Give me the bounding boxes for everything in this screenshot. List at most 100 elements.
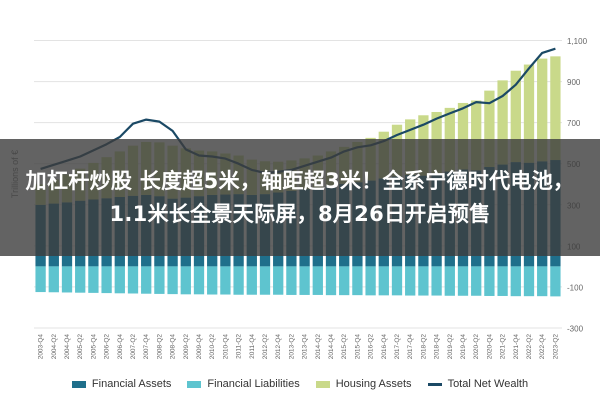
y-tick-label: -100	[567, 283, 584, 292]
bar-financial-liabilities	[497, 266, 508, 296]
bar-financial-liabilities	[220, 266, 231, 295]
bar-financial-liabilities	[193, 266, 205, 295]
bar-housing-assets	[471, 100, 482, 171]
x-tick-label: 2015-Q4	[354, 334, 361, 360]
legend-swatch-financial-assets	[71, 380, 86, 388]
x-tick-label: 2016-Q4	[381, 334, 388, 360]
bar-financial-liabilities	[405, 266, 416, 296]
legend-entry-financial-liabilities: Financial Liabilities	[187, 378, 300, 390]
bar-financial-liabilities	[484, 266, 495, 296]
bar-housing-assets	[550, 56, 561, 161]
bar-financial-liabilities	[101, 266, 112, 294]
x-tick-label: 2004-Q4	[64, 334, 71, 360]
bar-financial-liabilities	[312, 266, 323, 295]
legend-swatch-financial-liabilities	[187, 380, 202, 388]
bar-financial-liabilities	[391, 266, 403, 296]
bar-financial-liabilities	[523, 266, 535, 297]
x-tick-label: 2006-Q2	[104, 334, 111, 360]
bar-financial-liabilities	[299, 266, 310, 295]
x-tick-label: 2010-Q4	[222, 334, 229, 360]
x-tick-label: 2017-Q4	[407, 334, 414, 360]
headline-overlay: 加杠杆炒股 长度超5米，轴距超3米！全系宁德时代电池，1.1米长全景天际屏，8月…	[0, 139, 600, 256]
bar-financial-liabilities	[457, 266, 469, 296]
x-tick-label: 2018-Q2	[420, 334, 427, 360]
legend-swatch-housing-assets	[315, 380, 330, 388]
x-tick-label: 2014-Q4	[328, 334, 335, 360]
bar-financial-liabilities	[75, 266, 86, 293]
bar-housing-assets	[537, 58, 548, 162]
x-tick-label: 2014-Q2	[315, 334, 322, 360]
legend-label-financial-assets: Financial Assets	[91, 378, 172, 390]
x-tick-label: 2007-Q2	[130, 334, 137, 360]
x-tick-label: 2005-Q2	[77, 334, 84, 360]
legend-label-financial-liabilities: Financial Liabilities	[207, 378, 300, 390]
bar-financial-liabilities	[378, 266, 389, 296]
headline-text: 加杠杆炒股 长度超5米，轴距超3米！全系宁德时代电池，1.1米长全景天际屏，8月…	[25, 168, 575, 226]
x-tick-label: 2008-Q2	[156, 334, 163, 360]
x-tick-label: 2019-Q2	[447, 334, 454, 360]
bar-financial-liabilities	[127, 266, 139, 294]
x-tick-label: 2016-Q2	[368, 334, 375, 360]
bar-financial-liabilities	[154, 266, 165, 294]
x-tick-label: 2012-Q4	[275, 334, 282, 360]
bar-housing-assets	[457, 102, 469, 170]
x-tick-label: 2005-Q4	[90, 334, 97, 360]
bar-financial-liabilities	[233, 266, 244, 295]
legend-label-total-net-wealth: Total Net Wealth	[447, 378, 529, 390]
bar-financial-liabilities	[114, 266, 125, 294]
bar-financial-liabilities	[207, 266, 218, 295]
x-tick-label: 2021-Q2	[500, 334, 507, 360]
x-tick-label: 2018-Q4	[434, 334, 441, 360]
bar-financial-liabilities	[141, 266, 152, 294]
x-tick-label: 2012-Q2	[262, 334, 269, 360]
bar-financial-liabilities	[339, 266, 350, 296]
bar-financial-liabilities	[550, 266, 561, 297]
bar-housing-assets	[510, 70, 521, 163]
bar-financial-liabilities	[418, 266, 429, 296]
bar-financial-liabilities	[365, 266, 376, 296]
y-tick-label: 1,100	[567, 37, 588, 46]
bar-financial-liabilities	[61, 266, 73, 293]
bar-financial-liabilities	[180, 266, 191, 295]
x-tick-label: 2013-Q2	[288, 334, 295, 360]
y-tick-label: -300	[567, 325, 584, 334]
x-tick-label: 2021-Q4	[513, 334, 520, 360]
legend-label-housing-assets: Housing Assets	[335, 378, 412, 390]
bar-financial-liabilities	[431, 266, 442, 296]
x-tick-label: 2020-Q2	[473, 334, 480, 360]
x-tick-label: 2007-Q4	[143, 334, 150, 360]
bar-financial-liabilities	[537, 266, 548, 297]
x-tick-label: 2006-Q4	[117, 334, 124, 360]
bar-financial-liabilities	[246, 266, 257, 295]
bar-financial-liabilities	[510, 266, 521, 297]
bar-housing-assets	[497, 80, 508, 165]
chart-legend: Financial Assets Financial Liabilities H…	[0, 372, 600, 396]
x-tick-label: 2003-Q4	[38, 334, 45, 360]
bar-financial-liabilities	[352, 266, 363, 296]
bar-financial-liabilities	[286, 266, 297, 295]
x-tick-label: 2009-Q4	[196, 334, 203, 360]
bar-financial-liabilities	[259, 266, 271, 295]
x-tick-label: 2022-Q4	[539, 334, 546, 360]
bar-financial-liabilities	[273, 266, 284, 295]
legend-entry-housing-assets: Housing Assets	[315, 378, 412, 390]
x-tick-label: 2011-Q4	[249, 334, 256, 359]
x-tick-label: 2017-Q2	[394, 334, 401, 360]
bar-housing-assets	[484, 90, 495, 168]
x-tick-label: 2013-Q4	[302, 334, 309, 360]
x-tick-label: 2011-Q2	[236, 334, 243, 359]
bar-financial-liabilities	[88, 266, 99, 293]
bar-housing-assets	[523, 64, 535, 163]
bar-financial-liabilities	[471, 266, 482, 296]
x-tick-label: 2010-Q2	[209, 334, 216, 360]
bar-financial-liabilities	[35, 266, 46, 293]
bar-financial-liabilities	[325, 266, 337, 296]
bar-financial-liabilities	[167, 266, 178, 295]
legend-swatch-total-net-wealth	[427, 382, 442, 386]
x-tick-label: 2020-Q4	[486, 334, 493, 360]
x-tick-label: 2022-Q2	[526, 334, 533, 360]
x-tick-label: 2004-Q2	[51, 334, 58, 360]
legend-entry-total-net-wealth: Total Net Wealth	[427, 378, 529, 390]
x-tick-label: 2009-Q2	[183, 334, 190, 360]
y-tick-label: 700	[567, 119, 581, 128]
